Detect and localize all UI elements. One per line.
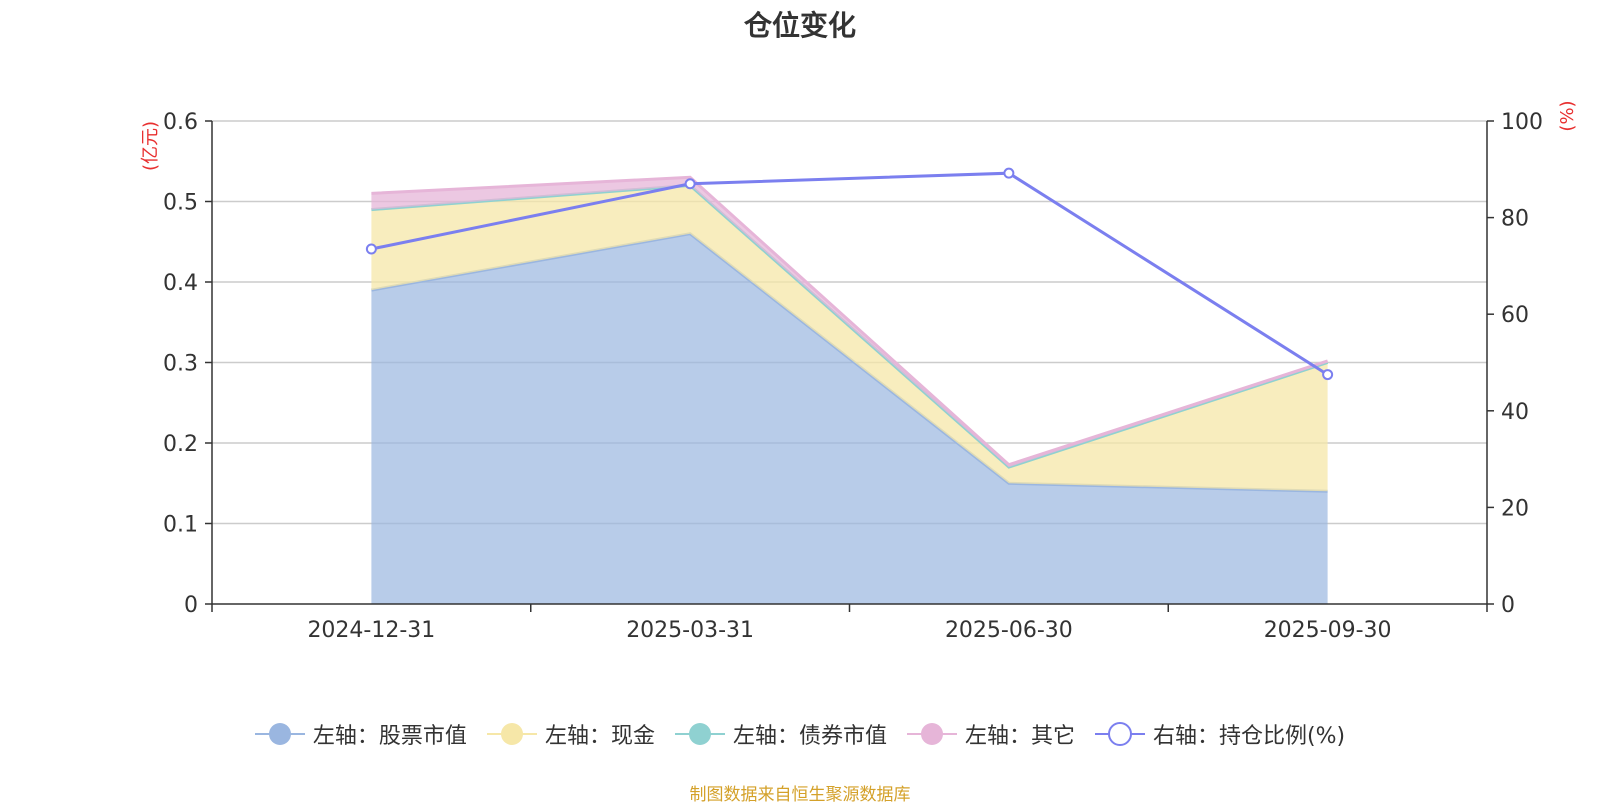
legend-stock-icon bbox=[254, 723, 305, 745]
left-axis-tick-label: 0 bbox=[184, 593, 198, 618]
x-axis-tick-label: 2025-06-30 bbox=[945, 618, 1073, 643]
legend-item-ratio[interactable]: 右轴：持仓比例(%) bbox=[1094, 718, 1346, 750]
chart-title: 仓位变化 bbox=[743, 9, 856, 42]
left-axis-tick-label: 0.2 bbox=[163, 432, 198, 457]
right-axis-tick-label: 60 bbox=[1501, 303, 1529, 328]
chart-legend: 左轴：股票市值 左轴：现金 左轴：债券市值 左轴：其它 右轴：持仓比例(%) bbox=[0, 718, 1600, 750]
legend-item-bond[interactable]: 左轴：债券市值 bbox=[674, 718, 887, 750]
legend-ratio-icon bbox=[1094, 722, 1145, 746]
left-axis-tick-label: 0.1 bbox=[163, 513, 198, 538]
right-axis-tick-label: 80 bbox=[1501, 207, 1529, 232]
right-axis-tick-label: 0 bbox=[1501, 593, 1515, 618]
legend-label-other: 左轴：其它 bbox=[964, 724, 1075, 749]
legend-cash-icon bbox=[486, 723, 537, 745]
left-axis-tick-label: 0.4 bbox=[163, 271, 198, 296]
legend-item-cash[interactable]: 左轴：现金 bbox=[486, 718, 655, 750]
stock-area bbox=[371, 233, 1328, 604]
right-axis-tick-label: 20 bbox=[1501, 496, 1529, 521]
holding-ratio-point bbox=[1322, 369, 1334, 381]
right-axis-unit-label: (%) bbox=[1557, 100, 1578, 131]
data-source-note: 制图数据来自恒生聚源数据库 bbox=[689, 785, 911, 805]
holding-ratio-point bbox=[1003, 167, 1015, 179]
right-axis-tick-label: 100 bbox=[1501, 110, 1543, 135]
x-axis-tick-label: 2024-12-31 bbox=[307, 618, 435, 643]
legend-label-ratio: 右轴：持仓比例(%) bbox=[1152, 724, 1346, 749]
left-axis-tick-label: 0.6 bbox=[163, 110, 198, 135]
left-axis-unit-label: (亿元) bbox=[140, 121, 161, 171]
legend-item-other[interactable]: 左轴：其它 bbox=[906, 718, 1075, 750]
legend-bond-icon bbox=[674, 723, 725, 745]
right-axis-tick-label: 40 bbox=[1501, 400, 1529, 425]
legend-item-stock[interactable]: 左轴：股票市值 bbox=[254, 718, 467, 750]
x-axis-tick-label: 2025-03-31 bbox=[626, 618, 754, 643]
legend-label-bond: 左轴：债券市值 bbox=[732, 724, 887, 749]
legend-label-cash: 左轴：现金 bbox=[544, 724, 655, 749]
holding-ratio-point bbox=[684, 178, 696, 190]
holding-ratio-line bbox=[371, 171, 1329, 376]
holding-ratio-point bbox=[365, 243, 377, 255]
x-axis-tick-label: 2025-09-30 bbox=[1264, 618, 1392, 643]
legend-label-stock: 左轴：股票市值 bbox=[312, 724, 467, 749]
left-axis-tick-label: 0.3 bbox=[163, 352, 198, 377]
cash-area bbox=[371, 185, 1328, 492]
other-line bbox=[371, 175, 1329, 467]
legend-other-icon bbox=[906, 723, 957, 745]
left-axis-tick-label: 0.5 bbox=[163, 191, 198, 216]
